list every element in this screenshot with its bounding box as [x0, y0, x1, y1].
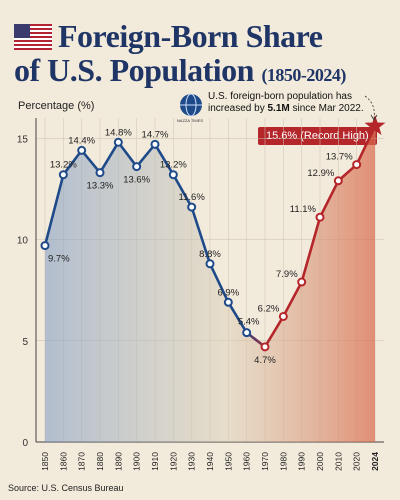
data-point — [352, 160, 362, 170]
source-note: Source: U.S. Census Bureau — [8, 483, 124, 493]
data-label: 13.6% — [123, 175, 150, 186]
data-label: 7.9% — [276, 269, 298, 280]
data-point — [242, 328, 252, 338]
x-tick-label: 2020 — [352, 452, 362, 471]
data-label: 14.8% — [105, 127, 132, 138]
data-label: 6.2% — [258, 303, 280, 314]
x-tick-label: 1950 — [223, 452, 233, 471]
data-point — [223, 297, 233, 307]
y-axis-label: Percentage (%) — [18, 100, 95, 112]
us-flag-icon — [14, 24, 52, 50]
x-tick-label: 2000 — [315, 452, 325, 471]
data-label: 13.3% — [87, 181, 114, 192]
data-point — [58, 170, 68, 180]
y-tick-label: 5 — [22, 337, 28, 348]
data-label: 12.9% — [307, 168, 334, 179]
data-point — [205, 259, 215, 269]
x-tick-label: 1910 — [150, 452, 160, 471]
x-tick-label: 2010 — [333, 452, 343, 471]
data-label: 5.4% — [238, 317, 260, 328]
title-range: (1850-2024) — [261, 65, 346, 85]
annotation-line2-suffix: since Mar 2022. — [289, 103, 364, 114]
x-tick-label: 1920 — [168, 452, 178, 471]
data-label: 4.7% — [254, 355, 276, 366]
data-label: 13.2% — [50, 160, 77, 171]
page-title: Foreign-Born Share — [58, 18, 323, 54]
area-fill — [45, 126, 375, 442]
x-tick-label: 1930 — [187, 452, 197, 471]
data-point — [278, 311, 288, 321]
record-star-icon — [364, 115, 386, 135]
data-label: 6.9% — [218, 287, 240, 298]
data-point — [315, 212, 325, 222]
data-label: 8.8% — [199, 249, 221, 260]
data-point — [95, 168, 105, 178]
x-tick-label: 1890 — [113, 452, 123, 471]
data-point — [40, 241, 50, 251]
data-label: 14.7% — [142, 129, 169, 140]
annotation-line1: U.S. foreign-born population has — [208, 91, 352, 102]
data-label: 11.6% — [179, 192, 206, 203]
data-label: 14.4% — [68, 135, 95, 146]
x-tick-label: 1970 — [260, 452, 270, 471]
x-tick-label: 1990 — [297, 452, 307, 471]
data-point — [77, 145, 87, 155]
data-point — [187, 202, 197, 212]
x-tick-label: 1960 — [242, 452, 252, 471]
data-label: 13.7% — [326, 152, 353, 163]
x-tick-label: 1980 — [278, 452, 288, 471]
arrow-head-icon — [370, 114, 378, 121]
data-point — [333, 176, 343, 186]
globe-logo-icon — [180, 93, 202, 117]
page-title-line2: of U.S. Population (1850-2024) — [14, 52, 346, 89]
annotation-text: U.S. foreign-born population has increas… — [208, 91, 378, 115]
title-text: of U.S. Population — [14, 52, 254, 88]
y-tick-label: 0 — [22, 438, 28, 449]
data-point — [297, 277, 307, 287]
data-label: 11.1% — [290, 204, 317, 215]
annotation-arrow — [364, 95, 375, 119]
data-point — [150, 139, 160, 149]
annotation-highlight: 5.1M — [267, 103, 290, 114]
data-point — [168, 170, 178, 180]
logo-text: NAZZA TIMES — [176, 118, 204, 123]
x-tick-label: 1870 — [77, 452, 87, 471]
annotation-line2-prefix: increased by — [208, 103, 268, 114]
record-high-badge: 15.6% (Record High) — [258, 127, 377, 145]
data-point — [260, 342, 270, 352]
y-tick-label: 15 — [17, 134, 29, 145]
x-tick-label: 1850 — [40, 452, 50, 471]
data-point — [132, 162, 142, 172]
x-tick-label: 1900 — [132, 452, 142, 471]
x-tick-label: 2024 — [370, 452, 380, 471]
y-tick-label: 10 — [17, 236, 29, 247]
data-label: 13.2% — [160, 160, 187, 171]
x-tick-label: 1940 — [205, 452, 215, 471]
data-point — [113, 137, 123, 147]
x-tick-label: 1880 — [95, 452, 105, 471]
data-label: 9.7% — [48, 254, 70, 265]
x-tick-label: 1860 — [58, 452, 68, 471]
